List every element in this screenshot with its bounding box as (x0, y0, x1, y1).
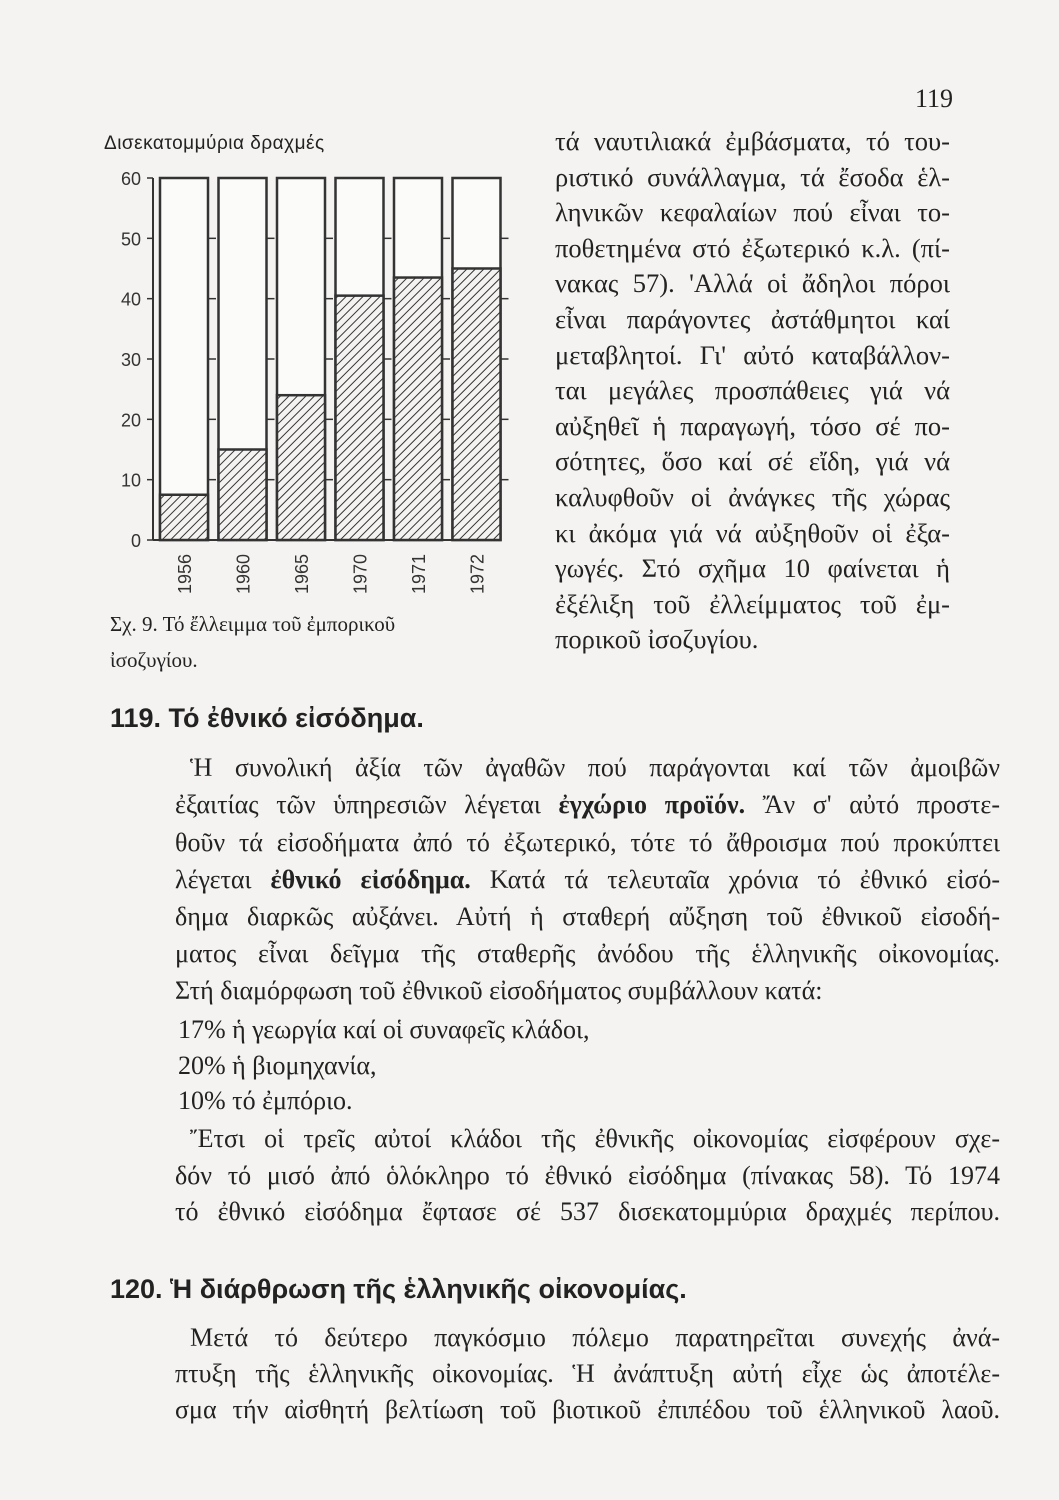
text-line: ριστικό συνάλλαγμα, τά ἔσοδα ἑλ- (555, 161, 950, 192)
text-line: δόν τό μισό ἀπό ὁλόκληρο τό ἐθνικό εἰσόδ… (175, 1161, 1000, 1190)
y-tick-label: 0 (131, 531, 141, 551)
text-line: καλυφθοῦν οἱ ἀνάγκες τῆς χώρας (555, 482, 950, 512)
bar-1956 (158, 493, 210, 542)
x-tick-label: 1971 (409, 554, 429, 594)
text-line: μεταβλητοί. Γι' αὐτό καταβάλλον- (555, 339, 950, 370)
bar-1970 (334, 294, 385, 542)
text-line: τό ἐθνικό εἰσόδημα ἔφτασε σέ 537 δισεκατ… (175, 1197, 1000, 1226)
text-line: τά ναυτιλιακά ἐμβάσματα, τό του- (555, 126, 950, 156)
y-tick-label: 10 (121, 471, 141, 491)
x-tick-label: 1960 (234, 554, 254, 594)
bar-1965 (275, 393, 327, 542)
text-line: γωγές. Στό σχῆμα 10 φαίνεται ἡ (555, 553, 950, 584)
text-line: ποθετημένα στό ἐξωτερικό κ.λ. (πί- (555, 232, 950, 263)
page-number: 119 (915, 84, 954, 113)
text-line: ται μεγάλες προσπάθειες γιά νά (555, 375, 950, 406)
bar-column-outline (158, 176, 210, 542)
text-line: σμα τήν αἰσθητή βελτίωση τοῦ βιοτικοῦ ἐπ… (175, 1395, 1000, 1424)
text-line: Ἔτσι οἱ τρεῖς αὐτοί κλάδοι τῆς ἐθνικῆς ο… (190, 1124, 1000, 1153)
x-tick-label: 1965 (292, 554, 312, 594)
text-line: ληνικῶν κεφαλαίων πού εἶναι το- (555, 197, 950, 228)
list-item: 10% τό ἐμπόριο. (178, 1086, 353, 1115)
text-line: Ἡ συνολική ἀξία τῶν ἀγαθῶν πού παράγοντα… (190, 753, 1000, 782)
section-119-heading: 119. Τό ἐθνικό εἰσόδημα. (110, 703, 424, 733)
y-tick-label: 60 (121, 169, 141, 189)
list-item: 20% ἡ βιομηχανία, (178, 1051, 377, 1080)
caption-line: ἰσοζυγίου. (110, 648, 198, 672)
trade-deficit-bar-chart: 0 10 20 30 40 50 60 1956 1960 1965 1970 1971 1972 (121, 169, 509, 594)
bar-1972 (451, 267, 502, 542)
text-line: σότητες, ὅσο καί σέ εἴδη, γιά νά (555, 446, 950, 477)
bar-1960 (217, 448, 268, 542)
text: Κατά τά τελευταῖα χρόνια τό ἐθνικό εἰσό- (470, 865, 1000, 894)
text-line: ἐξαιτίας τῶν ὑπηρεσιῶν λέγεται ἐγχώριο π… (175, 790, 1000, 820)
text: Ἄν σ' αὐτό προστε- (745, 790, 1000, 819)
text-line: εἶναι παράγοντες ἀστάθμητοι καί (555, 304, 950, 334)
text-line: αὐξηθεῖ ἡ παραγωγή, τόσο σέ πο- (555, 410, 950, 441)
list-item: 17% ἡ γεωργία καί οἱ συναφεῖς κλάδοι, (178, 1015, 590, 1044)
text-line: Μετά τό δεύτερο παγκόσμιο πόλεμο παρατηρ… (190, 1323, 1000, 1352)
y-tick-label: 50 (121, 229, 141, 249)
bar-1971 (392, 276, 444, 542)
x-tick-label: 1970 (351, 554, 371, 594)
text-line: θοῦν τά εἰσοδήματα ἀπό τό ἐξωτερικό, τότ… (175, 828, 1000, 857)
figure-caption: Σχ. 9. Τό ἔλλειμμα τοῦ ἐμπορικοῦ ἰσοζυγί… (110, 606, 530, 678)
x-tick-label: 1956 (175, 554, 195, 594)
y-tick-label: 40 (121, 290, 141, 310)
text-line: πτυξη τῆς ἑλληνικῆς οἰκονομίας. Ἡ ἀνάπτυ… (175, 1359, 1000, 1388)
text-line: πορικοῦ ἰσοζυγίου. (555, 624, 759, 655)
text: λέγεται (175, 865, 271, 894)
section-120-heading: 120. Ἡ διάρθρωση τῆς ἑλληνικῆς οἰκονομία… (110, 1274, 687, 1304)
text-line: λέγεται ἐθνικό εἰσόδημα. Κατά τά τελευτα… (175, 865, 1000, 895)
text-line: κι ἀκόμα γιά νά αὐξηθοῦν οἱ ἐξα- (555, 517, 950, 548)
text-line: νακας 57). 'Αλλά οἱ ἄδηλοι πόροι (555, 268, 950, 299)
text-line: ἐξέλιξη τοῦ ἐλλείμματος τοῦ ἐμ- (555, 588, 950, 619)
text-line: δημα διαρκῶς αὐξάνει. Αὐτή ἡ σταθερή αὔξ… (175, 902, 1000, 931)
y-tick-label: 20 (121, 410, 141, 430)
chart-y-axis-label: Δισεκατομμύρια δραχμές (104, 133, 325, 154)
caption-line: Σχ. 9. Τό ἔλλειμμα τοῦ ἐμπορικοῦ (110, 612, 396, 636)
text-line: Στή διαμόρφωση τοῦ ἐθνικοῦ εἰσοδήματος σ… (175, 976, 823, 1005)
x-tick-label: 1972 (468, 554, 488, 594)
term-bold: ἐθνικό εἰσόδημα. (270, 865, 471, 894)
text: ἐξαιτίας τῶν ὑπηρεσιῶν λέγεται (175, 790, 559, 819)
term-bold: ἐγχώριο προϊόν. (558, 790, 746, 819)
text-line: ματος εἶναι δεῖγμα τῆς σταθερῆς ἀνόδου τ… (175, 939, 1000, 968)
y-tick-label: 30 (121, 350, 141, 370)
